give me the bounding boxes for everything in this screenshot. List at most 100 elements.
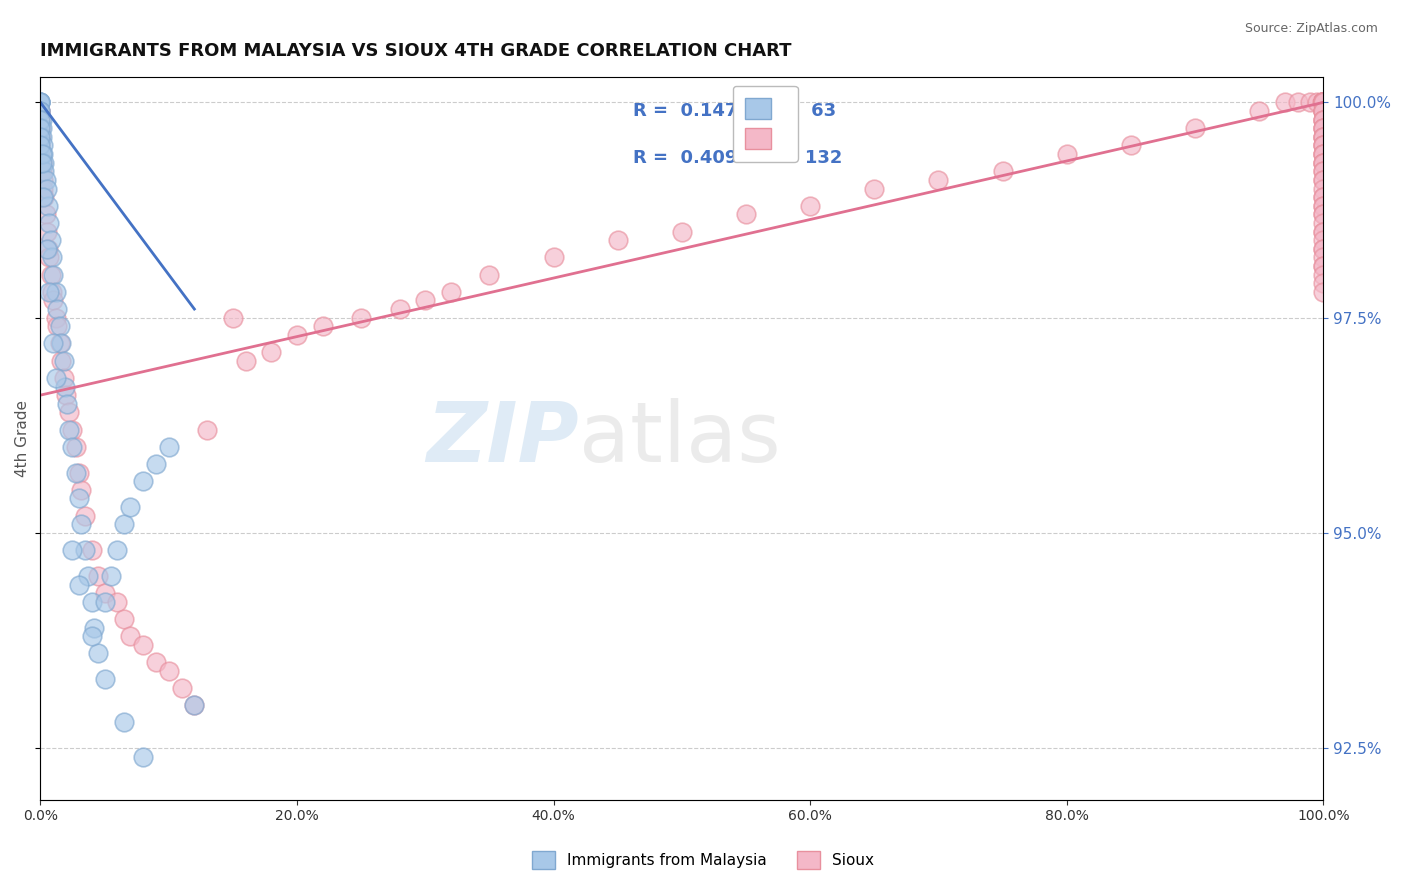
Point (1312, 95, 1334, 110)
Point (112, 517, 135, 532)
Point (105, 543, 128, 558)
Point (31, 129, 53, 144)
Point (75, 543, 97, 558)
Point (1312, 103, 1334, 118)
Point (31, 121, 53, 136)
Point (1312, 129, 1334, 144)
Point (37, 242, 59, 256)
Point (478, 268, 501, 282)
Point (1312, 164, 1334, 178)
Text: IMMIGRANTS FROM MALAYSIA VS SIOUX 4TH GRADE CORRELATION CHART: IMMIGRANTS FROM MALAYSIA VS SIOUX 4TH GR… (41, 42, 792, 60)
Point (1312, 138, 1334, 153)
Point (606, 233, 628, 247)
Point (1312, 95, 1334, 110)
Point (1312, 155, 1334, 169)
Point (1312, 207, 1334, 221)
Point (34, 173, 56, 187)
Point (1312, 103, 1334, 118)
Point (30, 138, 52, 153)
Point (735, 207, 758, 221)
Point (45, 371, 67, 385)
Point (56, 397, 79, 411)
Point (120, 500, 142, 514)
Point (991, 164, 1014, 178)
Point (30, 147, 52, 161)
Point (1312, 164, 1334, 178)
Point (157, 440, 180, 454)
Point (30, 95, 52, 110)
Point (1312, 95, 1334, 110)
Point (799, 199, 821, 213)
Text: Source: ZipAtlas.com: Source: ZipAtlas.com (1244, 22, 1378, 36)
Point (31, 155, 53, 169)
Point (145, 655, 167, 669)
Point (48, 336, 70, 351)
Point (1306, 95, 1329, 110)
Point (1312, 138, 1334, 153)
Point (1312, 95, 1334, 110)
Point (1056, 147, 1078, 161)
Point (30, 121, 52, 136)
Point (62, 440, 84, 454)
Point (31, 155, 53, 169)
Point (30, 95, 52, 110)
Point (30, 129, 52, 144)
Point (1312, 147, 1334, 161)
Point (93, 672, 115, 686)
Point (1312, 95, 1334, 110)
Point (1312, 190, 1334, 204)
Point (1312, 121, 1334, 136)
Point (1312, 95, 1334, 110)
Point (93, 595, 115, 609)
Point (1312, 129, 1334, 144)
Point (93, 586, 115, 600)
Point (75, 508, 97, 523)
Point (112, 612, 135, 626)
Point (87, 569, 110, 583)
Point (1310, 95, 1333, 110)
Point (41, 285, 63, 299)
Point (53, 379, 76, 393)
Point (1312, 95, 1334, 110)
Point (1312, 190, 1334, 204)
Point (30, 103, 52, 118)
Point (38, 285, 60, 299)
Point (35, 225, 58, 239)
Point (30, 103, 52, 118)
Point (55, 388, 77, 402)
Point (1312, 95, 1334, 110)
Point (49, 336, 72, 351)
Point (70, 517, 93, 532)
Point (46, 319, 69, 334)
Point (1312, 129, 1334, 144)
Point (350, 310, 373, 325)
Point (1312, 242, 1334, 256)
Point (1312, 251, 1334, 265)
Point (1312, 277, 1334, 291)
Point (440, 285, 463, 299)
Point (388, 301, 411, 316)
Point (46, 301, 69, 316)
Point (87, 647, 110, 661)
Point (1312, 268, 1334, 282)
Point (1312, 112, 1334, 127)
Point (132, 638, 155, 652)
Point (62, 423, 84, 437)
Point (260, 345, 283, 359)
Point (195, 423, 218, 437)
Point (1299, 95, 1322, 110)
Point (38, 216, 60, 230)
Y-axis label: 4th Grade: 4th Grade (15, 400, 30, 476)
Point (32, 164, 55, 178)
Point (41, 251, 63, 265)
Point (35, 181, 58, 195)
Text: R =  0.147    N =  63: R = 0.147 N = 63 (633, 102, 837, 120)
Point (67, 466, 90, 480)
Point (1249, 103, 1271, 118)
Point (1312, 259, 1334, 273)
Point (120, 629, 142, 643)
Point (1312, 259, 1334, 273)
Point (1312, 155, 1334, 169)
Point (1312, 112, 1334, 127)
Point (67, 577, 90, 591)
